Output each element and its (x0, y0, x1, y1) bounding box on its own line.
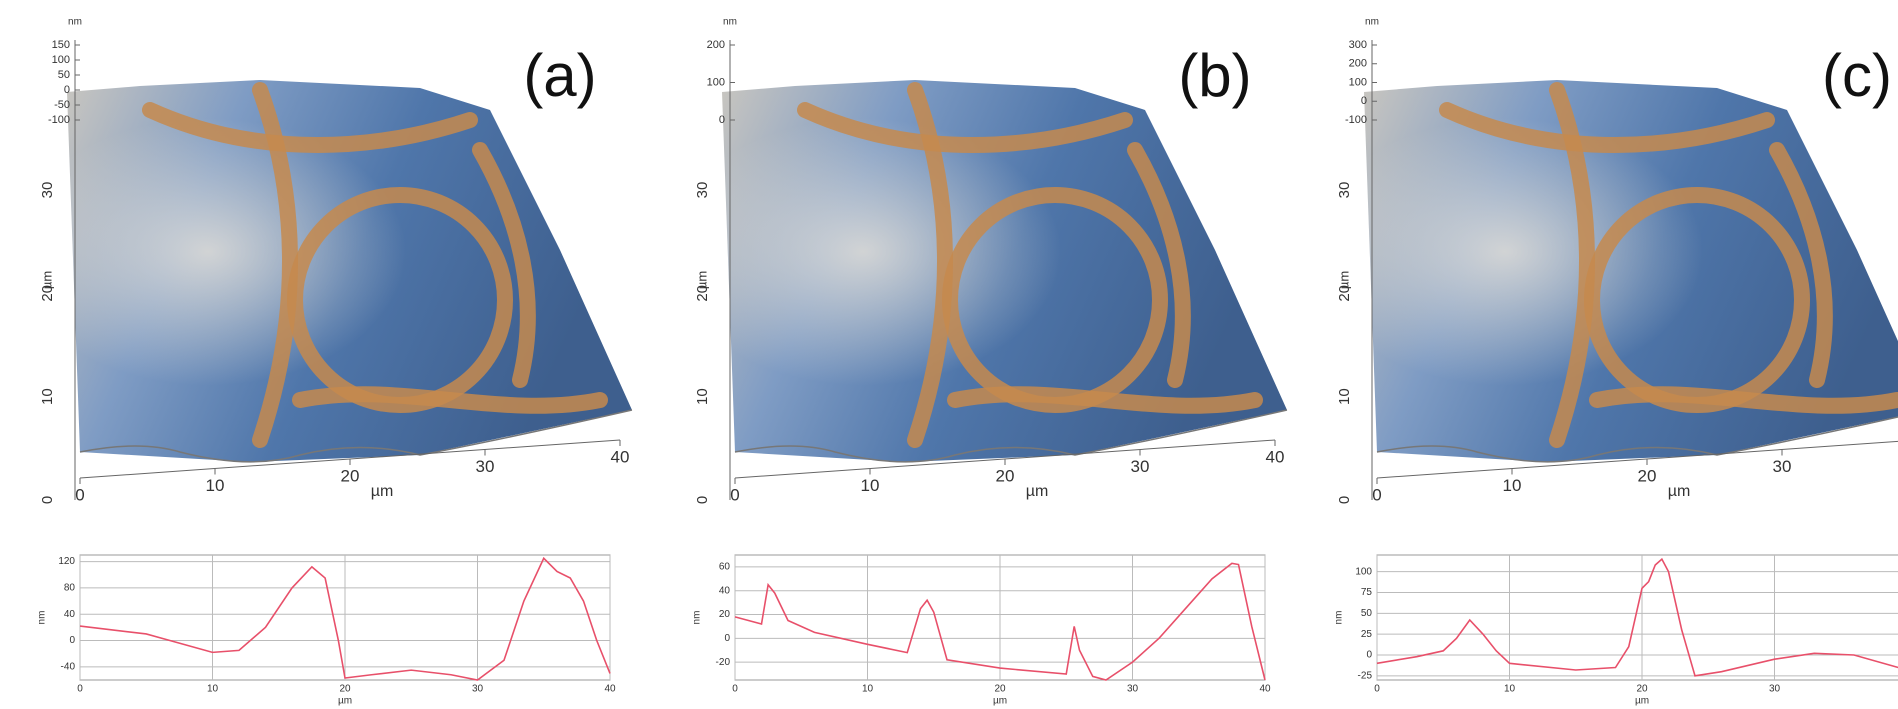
y-tick-label: 0 (724, 633, 730, 644)
y-tick-label: 25 (1361, 629, 1373, 640)
x-tick-label: 0 (77, 684, 83, 695)
x-axis-label: µm (1668, 483, 1691, 500)
x-tick-label: 40 (604, 684, 616, 695)
y-tick-label: -25 (1358, 670, 1373, 681)
x-axis-label: µm (371, 483, 394, 500)
z-axis-label: nm (1365, 17, 1379, 28)
x-axis-label: µm (993, 696, 1007, 707)
panel-label: (c) (1822, 42, 1892, 109)
x-tick-label: 20 (1636, 684, 1648, 695)
y-axis-label: nm (1334, 611, 1345, 625)
y-tick-label: 10 (1336, 388, 1353, 405)
afm-surface: nm20010000102030µm010203040µm(b) (694, 17, 1287, 505)
z-tick-label: -50 (54, 99, 70, 111)
y-axis-label: nm (692, 611, 703, 625)
y-tick-label: 40 (719, 585, 731, 596)
x-tick-label: 0 (1372, 485, 1381, 504)
x-tick-label: 10 (1504, 684, 1516, 695)
plot-frame (1377, 555, 1898, 680)
x-tick-label: 30 (1131, 457, 1150, 476)
y-tick-label: 0 (694, 496, 711, 504)
x-tick-label: 10 (862, 684, 874, 695)
x-tick-label: 40 (611, 447, 630, 466)
x-tick-label: 0 (732, 684, 738, 695)
x-tick-label: 20 (996, 466, 1015, 485)
x-tick-label: 10 (1503, 476, 1522, 495)
x-tick-label: 30 (1769, 684, 1781, 695)
z-tick-label: 200 (707, 39, 725, 51)
x-tick-label: 20 (341, 466, 360, 485)
y-tick-label: 10 (39, 388, 56, 405)
y-tick-label: 50 (1361, 608, 1373, 619)
y-tick-label: 100 (1355, 566, 1372, 577)
x-tick-label: 40 (1266, 447, 1285, 466)
y-tick-label: 0 (39, 496, 56, 504)
x-axis-label: µm (1026, 483, 1049, 500)
x-tick-label: 30 (1773, 457, 1792, 476)
x-tick-label: 0 (730, 485, 739, 504)
z-tick-label: 300 (1349, 39, 1367, 51)
z-tick-label: 50 (58, 69, 70, 81)
y-tick-label: 80 (64, 583, 76, 594)
figure: nm150100500-50-1000102030µm010203040µm(a… (0, 0, 1898, 709)
y-tick-label: 0 (69, 635, 75, 646)
y-tick-label: 40 (64, 609, 76, 620)
y-axis-label: µm (39, 271, 54, 289)
y-tick-label: -40 (61, 661, 76, 672)
x-tick-label: 30 (472, 684, 484, 695)
x-tick-label: 10 (861, 476, 880, 495)
panel-label: (b) (1178, 42, 1251, 109)
z-tick-label: 100 (52, 54, 70, 66)
y-axis-label: µm (1336, 271, 1351, 289)
z-tick-label: 0 (64, 84, 70, 96)
z-tick-label: -100 (1345, 114, 1367, 126)
z-tick-label: 100 (1349, 76, 1367, 88)
x-tick-label: 20 (994, 684, 1006, 695)
x-tick-label: 0 (75, 485, 84, 504)
y-tick-label: 75 (1361, 587, 1373, 598)
y-tick-label: 30 (39, 182, 56, 199)
z-tick-label: -100 (48, 114, 70, 126)
z-tick-label: 0 (719, 114, 725, 126)
y-tick-label: 0 (1336, 496, 1353, 504)
x-tick-label: 30 (1127, 684, 1139, 695)
y-tick-label: 60 (719, 562, 731, 573)
y-tick-label: 10 (694, 388, 711, 405)
z-tick-label: 200 (1349, 58, 1367, 70)
x-tick-label: 40 (1259, 684, 1271, 695)
y-tick-label: 120 (58, 556, 75, 567)
z-tick-label: 0 (1361, 95, 1367, 107)
z-axis-label: nm (68, 17, 82, 28)
y-tick-label: -20 (716, 657, 731, 668)
x-tick-label: 10 (206, 476, 225, 495)
x-axis-label: µm (338, 696, 352, 707)
x-tick-label: 0 (1374, 684, 1380, 695)
x-tick-label: 10 (207, 684, 219, 695)
y-axis-label: µm (694, 271, 709, 289)
x-tick-label: 20 (339, 684, 351, 695)
y-tick-label: 30 (1336, 182, 1353, 199)
z-tick-label: 100 (707, 76, 725, 88)
y-tick-label: 20 (719, 609, 731, 620)
y-tick-label: 0 (1366, 650, 1372, 661)
z-tick-label: 150 (52, 39, 70, 51)
y-axis-label: nm (37, 611, 48, 625)
x-tick-label: 20 (1638, 466, 1657, 485)
x-axis-label: µm (1635, 696, 1649, 707)
y-tick-label: 30 (694, 182, 711, 199)
x-tick-label: 30 (476, 457, 495, 476)
z-axis-label: nm (723, 17, 737, 28)
panel-label: (a) (523, 42, 596, 109)
